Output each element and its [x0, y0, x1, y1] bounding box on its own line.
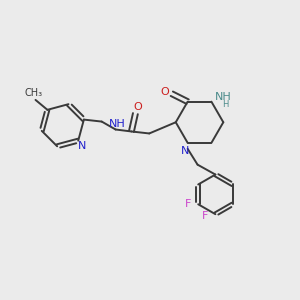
- Text: N: N: [78, 141, 86, 151]
- Text: CH₃: CH₃: [25, 88, 43, 98]
- Text: O: O: [133, 102, 142, 112]
- Text: N: N: [181, 146, 189, 156]
- Text: O: O: [160, 87, 169, 97]
- Text: NH: NH: [215, 92, 232, 102]
- Text: F: F: [202, 211, 209, 221]
- Text: F: F: [185, 199, 191, 209]
- Text: H: H: [222, 100, 229, 109]
- Text: NH: NH: [109, 118, 126, 129]
